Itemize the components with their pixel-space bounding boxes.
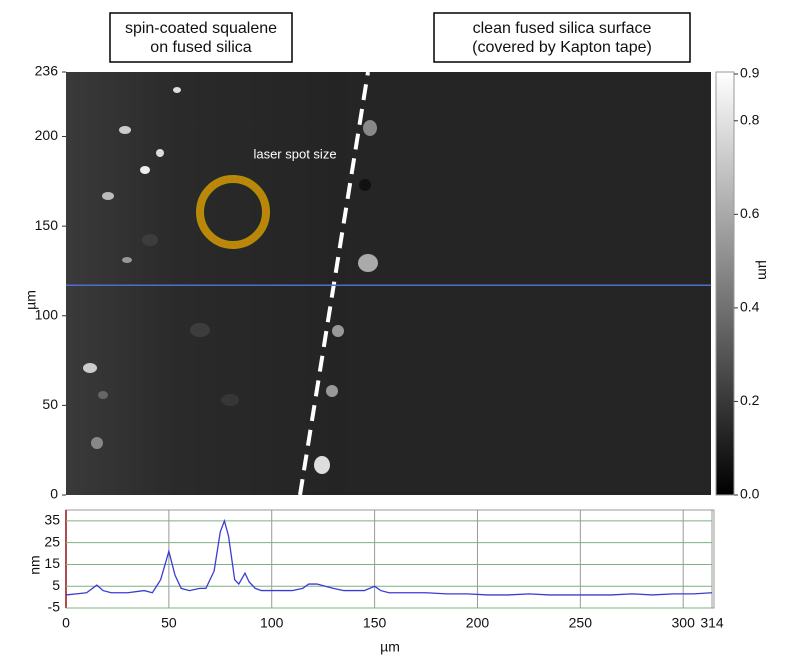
colorbar xyxy=(715,71,735,496)
laser-label: laser spot size xyxy=(253,146,336,161)
y-tick-label: 236 xyxy=(35,63,59,79)
colorbar-tick-label: 0.9 xyxy=(740,65,760,81)
y-axis-label: nm xyxy=(27,555,43,574)
colorbar-tick-label: 0.6 xyxy=(740,205,760,221)
image-features xyxy=(83,87,378,474)
y-tick-label: 5 xyxy=(52,577,60,593)
y-tick-label: 35 xyxy=(44,512,60,528)
colorbar-tick-label: 0.0 xyxy=(740,486,760,502)
x-tick-label: 150 xyxy=(363,615,387,631)
x-tick-label: 0 xyxy=(62,615,70,631)
y-tick-label: 200 xyxy=(35,127,59,143)
x-axis-label: µm xyxy=(380,639,400,655)
y-tick-label: 0 xyxy=(50,486,58,502)
annotation: spin-coated squalene xyxy=(125,20,277,37)
y-tick-label: 150 xyxy=(35,217,59,233)
y-tick-label: -5 xyxy=(48,599,61,615)
profile-series xyxy=(65,518,713,596)
y-tick-label: 50 xyxy=(42,396,58,412)
annotation: clean fused silica surface xyxy=(473,20,652,37)
x-tick-label: 50 xyxy=(161,615,177,631)
x-tick-label: 250 xyxy=(569,615,593,631)
y-tick-label: 100 xyxy=(35,306,59,322)
x-tick-label: 200 xyxy=(466,615,490,631)
squalene-region xyxy=(66,72,346,495)
y-tick-label: 25 xyxy=(44,533,60,549)
annotation-box xyxy=(433,12,691,63)
x-tick-label: 314 xyxy=(700,615,724,631)
colorbar-tick-label: 0.2 xyxy=(740,392,760,408)
x-tick-label: 100 xyxy=(260,615,284,631)
annotation: (covered by Kapton tape) xyxy=(472,39,652,56)
laser-spot-dots xyxy=(198,177,268,247)
annotation: on fused silica xyxy=(150,39,251,56)
profile-plot xyxy=(65,509,715,609)
boundary-line xyxy=(298,71,370,496)
colorbar-label: µm xyxy=(755,260,771,280)
y-axis-label: µm xyxy=(23,290,39,310)
annotation-box xyxy=(109,12,293,63)
colorbar-tick-label: 0.4 xyxy=(740,299,760,315)
colorbar-tick-label: 0.8 xyxy=(740,111,760,127)
y-tick-label: 15 xyxy=(44,555,60,571)
x-tick-label: 300 xyxy=(672,615,696,631)
